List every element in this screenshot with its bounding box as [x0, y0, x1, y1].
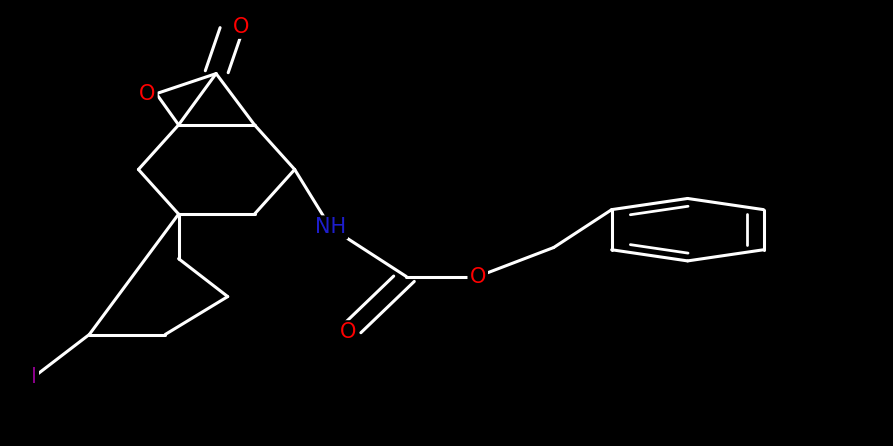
Text: O: O [340, 322, 356, 342]
Text: I: I [31, 367, 37, 387]
Text: O: O [470, 267, 486, 286]
Text: NH: NH [315, 218, 346, 237]
Text: O: O [233, 17, 249, 37]
Text: O: O [139, 84, 155, 103]
